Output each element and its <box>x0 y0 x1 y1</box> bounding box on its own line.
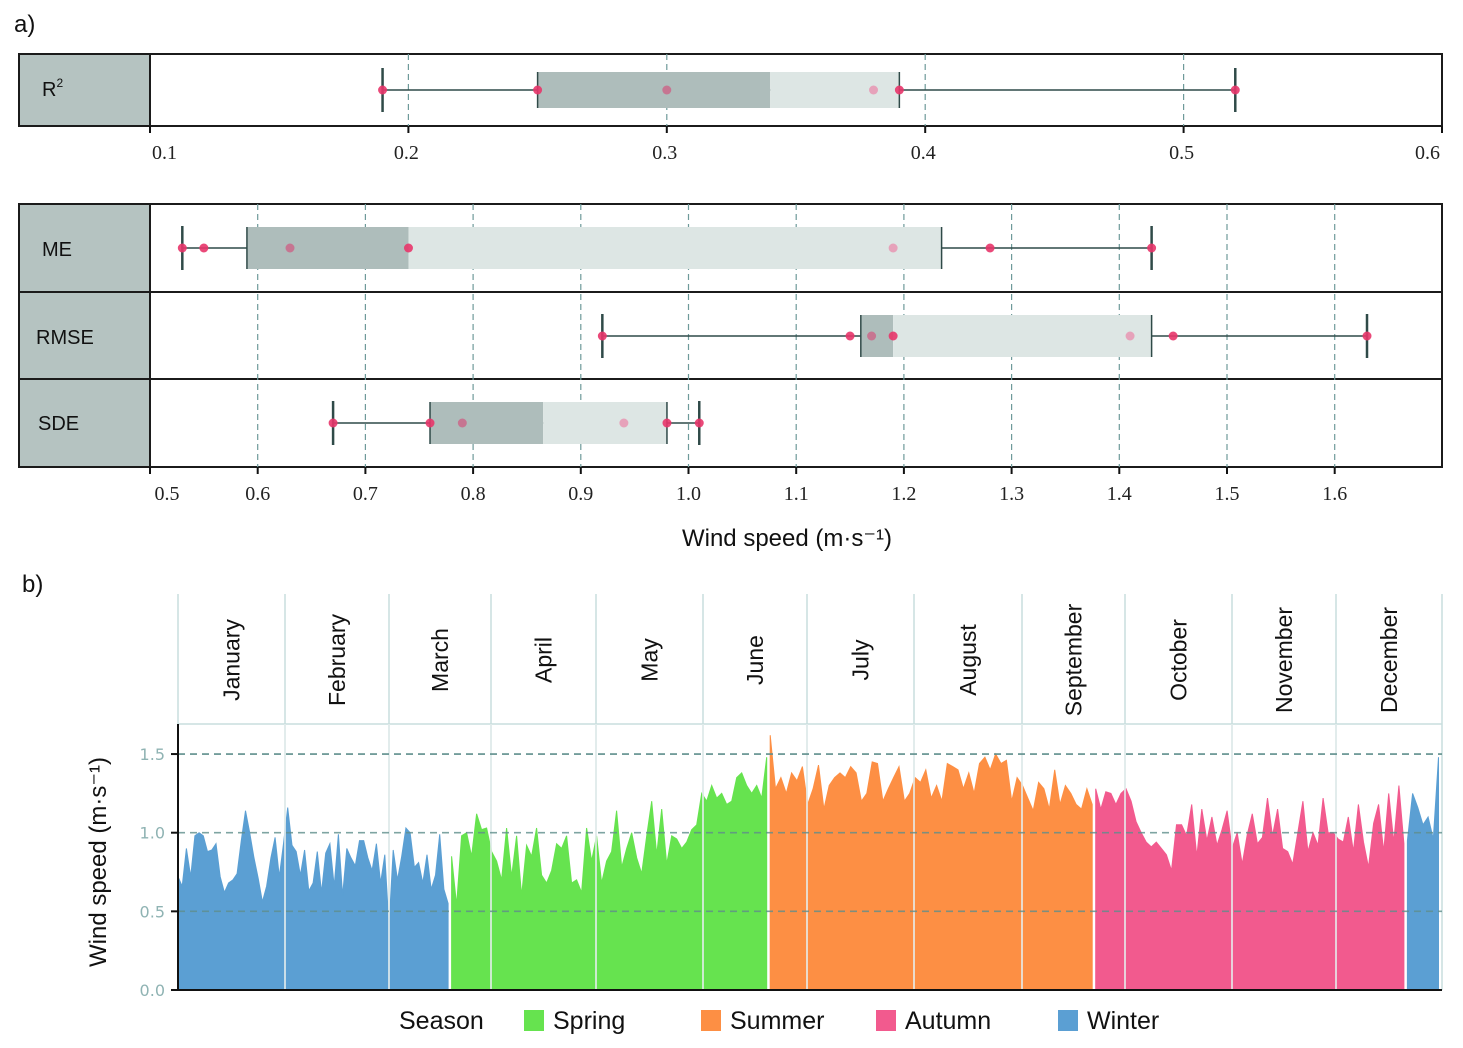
month-label-january: January <box>219 619 245 701</box>
legend-label-winter: Winter <box>1087 1007 1159 1035</box>
y-tick-label: 0.5 <box>140 902 165 921</box>
y-tick-label: 1.5 <box>140 745 165 764</box>
rmse-data-point <box>1125 331 1135 341</box>
rows-tick-label: 0.5 <box>155 483 180 505</box>
month-label-november: November <box>1271 607 1297 713</box>
month-label-july: July <box>848 639 874 680</box>
me-box-upper <box>408 227 942 269</box>
sde-row-label: SDE <box>38 413 79 435</box>
r2-tick-label: 0.1 <box>152 142 177 164</box>
wind-speed-area-chart: January February March April May June July Augu… <box>85 594 1443 1000</box>
month-label-may: May <box>637 638 663 682</box>
me-data-point <box>285 243 295 253</box>
rmse-data-point <box>1362 331 1372 341</box>
rows-tick-label: 1.2 <box>891 483 916 505</box>
rows-tick-label: 1.3 <box>999 483 1024 505</box>
r2-tick-label: 0.6 <box>1415 142 1440 164</box>
sde-box-lower <box>430 402 544 444</box>
month-label-august: August <box>955 624 981 696</box>
legend-label-autumn: Autumn <box>905 1007 991 1035</box>
y-axis-title-b: Wind speed (m·s⁻¹) <box>85 757 112 967</box>
r2-row-header <box>19 54 150 126</box>
r2-tick-label: 0.5 <box>1169 142 1194 164</box>
area-spring <box>451 757 768 991</box>
legend-title: Season <box>399 1007 484 1035</box>
r2-subplot: R2 0.1 0.2 0.3 0.4 0.5 0.6 <box>18 53 1443 164</box>
month-label-october: October <box>1166 619 1192 701</box>
r2-box-lower <box>537 72 771 108</box>
r2-tick-label: 0.3 <box>652 142 677 164</box>
me-data-point <box>199 243 209 253</box>
me-row-label: ME <box>42 239 72 261</box>
month-label-february: February <box>324 613 350 706</box>
r2-tick-label: 0.4 <box>911 142 936 164</box>
legend: Season Spring Summer Autumn Winter <box>399 1007 1159 1035</box>
area-summer <box>769 735 1093 991</box>
rows-tick-label: 0.8 <box>461 483 486 505</box>
legend-swatch-winter <box>1058 1010 1078 1031</box>
r2-data-point <box>662 85 672 95</box>
month-label-june: June <box>742 635 768 685</box>
r2-data-point <box>894 85 904 95</box>
rmse-data-point <box>597 331 607 341</box>
r2-data-point <box>533 85 543 95</box>
sde-data-point <box>328 418 338 428</box>
r2-data-point <box>1230 85 1240 95</box>
legend-swatch-spring <box>524 1010 544 1031</box>
rmse-data-point <box>1168 331 1178 341</box>
sde-box-upper <box>543 402 667 444</box>
rows-tick-label: 0.7 <box>353 483 378 505</box>
sde-data-point <box>694 418 704 428</box>
me-data-point <box>177 243 187 253</box>
me-data-point <box>985 243 995 253</box>
month-label-april: April <box>531 637 557 683</box>
r2-data-point <box>869 85 879 95</box>
legend-swatch-autumn <box>876 1010 896 1031</box>
sde-data-point <box>425 418 435 428</box>
legend-swatch-summer <box>701 1010 721 1031</box>
rmse-row-label: RMSE <box>36 327 94 349</box>
sde-data-point <box>619 418 629 428</box>
rows-tick-label: 1.6 <box>1322 483 1347 505</box>
error-metrics-subplot: ME RMSE SDE 0.5 0.6 0.7 0.8 0.9 1.0 1.1 1.2 1.3 1… <box>18 203 1443 505</box>
area-winter <box>177 807 449 991</box>
rows-tick-label: 1.5 <box>1215 483 1240 505</box>
month-label-december: December <box>1376 607 1402 713</box>
rmse-data-point <box>845 331 855 341</box>
me-data-point <box>403 243 413 253</box>
rows-tick-label: 0.6 <box>245 483 270 505</box>
r2-box-upper <box>770 72 900 108</box>
month-label-march: March <box>427 628 453 692</box>
area-autumn <box>1095 785 1405 991</box>
me-data-point <box>888 243 898 253</box>
rows-tick-label: 1.1 <box>784 483 809 505</box>
rows-tick-label: 0.9 <box>568 483 593 505</box>
rows-tick-label: 1.0 <box>676 483 701 505</box>
rows-tick-label: 1.4 <box>1107 483 1132 505</box>
y-tick-label: 1.0 <box>140 824 165 843</box>
rmse-data-point <box>867 331 877 341</box>
r2-frame <box>18 53 1443 127</box>
rmse-box-upper <box>893 315 1152 357</box>
area-winter <box>1406 757 1439 991</box>
r2-row-label: R2 <box>42 76 63 101</box>
legend-label-spring: Spring <box>553 1007 625 1035</box>
r2-tick-label: 0.2 <box>394 142 419 164</box>
rmse-box-lower <box>860 315 894 357</box>
me-box-lower <box>246 227 409 269</box>
month-label-september: September <box>1061 603 1087 716</box>
r2-data-point <box>378 85 388 95</box>
me-data-point <box>1147 243 1157 253</box>
legend-label-summer: Summer <box>730 1007 824 1035</box>
rows-frame <box>18 203 1443 468</box>
x-axis-title-a: Wind speed (m·s⁻¹) <box>682 525 892 552</box>
rmse-data-point <box>888 331 898 341</box>
y-tick-label: 0.0 <box>140 981 165 1000</box>
panel-a-label: a) <box>14 11 35 38</box>
rows-header-column <box>19 204 150 467</box>
sde-data-point <box>457 418 467 428</box>
sde-data-point <box>662 418 672 428</box>
panel-b-label: b) <box>22 571 43 598</box>
